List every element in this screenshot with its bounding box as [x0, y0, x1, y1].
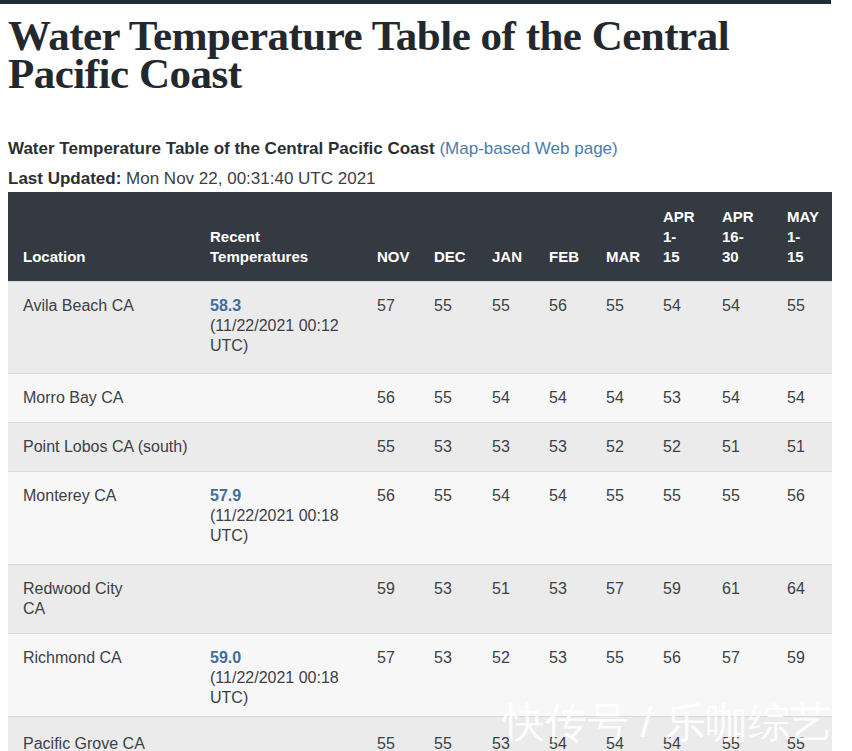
temp-cell-nov: 55	[362, 717, 419, 751]
last-updated-value: Mon Nov 22, 00:31:40 UTC 2021	[121, 169, 375, 188]
col-header-may-1-15: MAY 1- 15	[772, 192, 832, 282]
temp-cell-jan: 53	[477, 423, 534, 472]
col-header-nov: NOV	[362, 192, 419, 282]
paren-open: (	[435, 139, 445, 158]
temp-cell-nov: 55	[362, 423, 419, 472]
caption-bold-text: Water Temperature Table of the Central P…	[8, 139, 435, 158]
table-row: Redwood City CA 59 53 51 53 57 59 61 64	[8, 565, 832, 634]
temp-cell-feb: 56	[534, 282, 591, 374]
col-header-jan: JAN	[477, 192, 534, 282]
temp-cell-nov: 56	[362, 472, 419, 565]
recent-temperature-cell	[195, 565, 362, 634]
temp-cell-may: 64	[772, 565, 832, 634]
temp-cell-dec: 53	[419, 423, 477, 472]
temp-cell-nov: 57	[362, 634, 419, 717]
temp-cell-dec: 53	[419, 565, 477, 634]
recent-temperature-cell: 59.0 (11/22/2021 00:18 UTC)	[195, 634, 362, 717]
location-cell: Morro Bay CA	[8, 374, 195, 423]
col-header-apr-1-15: APR 1- 15	[648, 192, 707, 282]
location-cell: Avila Beach CA	[8, 282, 195, 374]
col-header-recent-temperatures: Recent Temperatures	[195, 192, 362, 282]
table-row: Avila Beach CA 58.3 (11/22/2021 00:12 UTC…	[8, 282, 832, 374]
temp-cell-jan: 54	[477, 374, 534, 423]
col-header-apr-16-30: APR 16- 30	[707, 192, 772, 282]
recent-temp-time: (11/22/2021 00:12 UTC)	[210, 316, 358, 356]
recent-temp-time: (11/22/2021 00:18 UTC)	[210, 506, 358, 546]
recent-temperature-cell	[195, 423, 362, 472]
temp-cell-dec: 55	[419, 472, 477, 565]
table-header-row: Location Recent Temperatures NOV DEC JAN…	[8, 192, 832, 282]
temp-cell-nov: 59	[362, 565, 419, 634]
temp-cell-jan: 54	[477, 472, 534, 565]
temp-cell-may: 51	[772, 423, 832, 472]
temp-cell-apr2: 54	[707, 282, 772, 374]
temp-cell-apr2: 55	[707, 472, 772, 565]
recent-temperature-cell: 58.3 (11/22/2021 00:12 UTC)	[195, 282, 362, 374]
table-row: Point Lobos CA (south) 55 53 53 53 52 52…	[8, 423, 832, 472]
location-cell: Redwood City CA	[8, 565, 195, 634]
recent-temp-link[interactable]: 57.9	[210, 487, 241, 504]
recent-temp-time: (11/22/2021 00:18 UTC)	[210, 668, 358, 708]
col-header-location: Location	[8, 192, 195, 282]
last-updated-label: Last Updated:	[8, 169, 121, 188]
temp-cell-mar: 55	[591, 472, 648, 565]
table-row: Monterey CA 57.9 (11/22/2021 00:18 UTC) 5…	[8, 472, 832, 565]
map-based-web-page-link[interactable]: Map-based Web page	[445, 139, 612, 158]
page-title: Water Temperature Table of the Central P…	[8, 17, 778, 93]
temp-cell-feb: 54	[534, 374, 591, 423]
temp-cell-apr1: 54	[648, 282, 707, 374]
location-cell: Monterey CA	[8, 472, 195, 565]
temp-cell-apr1: 59	[648, 565, 707, 634]
temp-cell-mar: 55	[591, 282, 648, 374]
site-watermark: 快传号 / 乐咖综艺	[503, 699, 832, 747]
location-cell: Pacific Grove CA	[8, 717, 195, 751]
col-header-mar: MAR	[591, 192, 648, 282]
recent-temp-link[interactable]: 59.0	[210, 649, 241, 666]
recent-temperature-cell: 57.9 (11/22/2021 00:18 UTC)	[195, 472, 362, 565]
col-header-dec: DEC	[419, 192, 477, 282]
table-row: Morro Bay CA 56 55 54 54 54 53 54 54	[8, 374, 832, 423]
temp-cell-dec: 53	[419, 634, 477, 717]
temp-cell-dec: 55	[419, 282, 477, 374]
recent-temperature-cell	[195, 717, 362, 751]
location-cell: Point Lobos CA (south)	[8, 423, 195, 472]
recent-temp-link[interactable]: 58.3	[210, 297, 241, 314]
temp-cell-apr1: 55	[648, 472, 707, 565]
temp-cell-dec: 55	[419, 717, 477, 751]
temp-cell-may: 54	[772, 374, 832, 423]
last-updated-line: Last Updated: Mon Nov 22, 00:31:40 UTC 2…	[8, 169, 376, 189]
temp-cell-dec: 55	[419, 374, 477, 423]
col-header-feb: FEB	[534, 192, 591, 282]
temp-cell-jan: 55	[477, 282, 534, 374]
temp-cell-apr2: 51	[707, 423, 772, 472]
temp-cell-feb: 54	[534, 472, 591, 565]
temp-cell-mar: 54	[591, 374, 648, 423]
temp-cell-mar: 57	[591, 565, 648, 634]
temp-cell-may: 56	[772, 472, 832, 565]
temp-cell-may: 55	[772, 282, 832, 374]
temp-cell-jan: 51	[477, 565, 534, 634]
location-cell: Richmond CA	[8, 634, 195, 717]
temp-cell-apr2: 61	[707, 565, 772, 634]
temp-cell-mar: 52	[591, 423, 648, 472]
recent-temperature-cell	[195, 374, 362, 423]
temp-cell-apr2: 54	[707, 374, 772, 423]
temp-cell-apr1: 52	[648, 423, 707, 472]
temp-cell-feb: 53	[534, 423, 591, 472]
table-caption-line: Water Temperature Table of the Central P…	[8, 139, 618, 159]
water-temperature-table: Location Recent Temperatures NOV DEC JAN…	[8, 192, 832, 751]
paren-close: )	[612, 139, 618, 158]
top-border-bar	[0, 0, 831, 4]
temp-cell-feb: 53	[534, 565, 591, 634]
temp-cell-apr1: 53	[648, 374, 707, 423]
temp-cell-nov: 56	[362, 374, 419, 423]
temp-cell-nov: 57	[362, 282, 419, 374]
